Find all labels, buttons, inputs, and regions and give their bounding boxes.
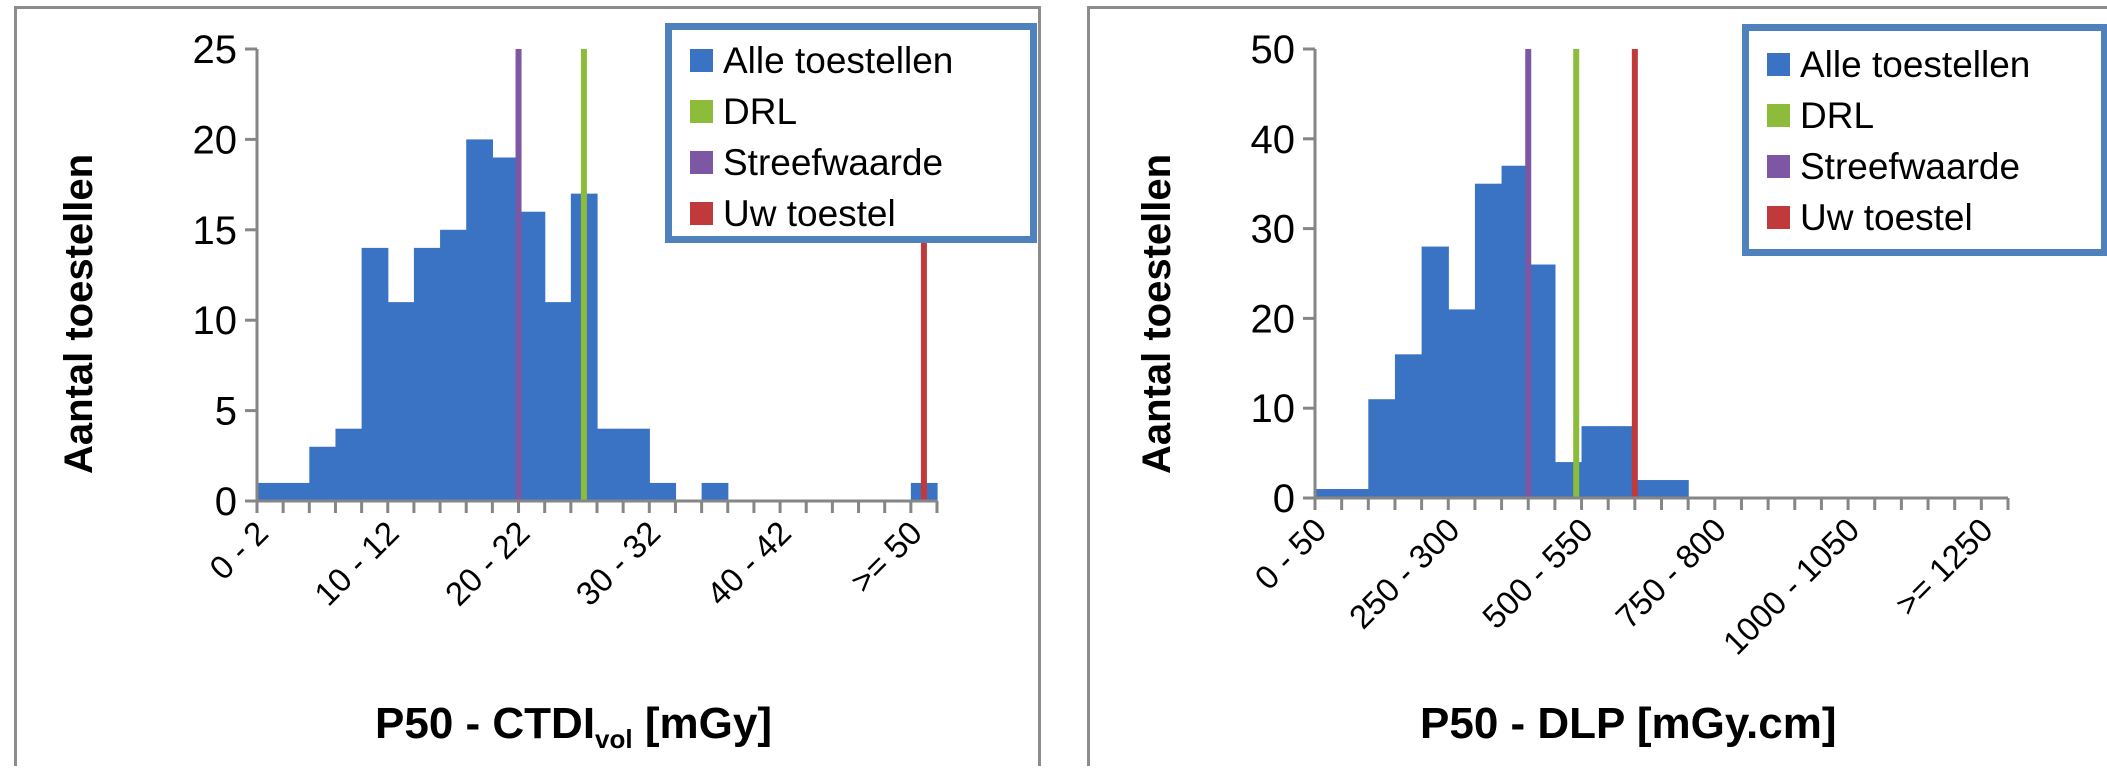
x-tick-label: >= 1250 bbox=[1888, 511, 2000, 623]
legend-item-drl: DRL bbox=[1749, 90, 2101, 141]
x-tick-label: 500 - 550 bbox=[1475, 511, 1600, 636]
histogram-bar bbox=[518, 211, 546, 501]
histogram-bar bbox=[1394, 354, 1423, 498]
histogram-bar bbox=[544, 302, 572, 501]
legend: Alle toestellen DRL Streefwaarde Uw toes… bbox=[665, 23, 1037, 243]
legend-label: DRL bbox=[1800, 94, 1875, 136]
x-tick-label: 30 - 32 bbox=[569, 514, 668, 613]
y-tick-label: 25 bbox=[193, 28, 238, 72]
legend: Alle toestellen DRL Streefwaarde Uw toes… bbox=[1742, 24, 2107, 256]
histogram-bar bbox=[1661, 480, 1689, 498]
y-axis-title: Aantal toestellen bbox=[1135, 154, 1179, 474]
y-tick-label: 0 bbox=[1273, 477, 1295, 521]
legend-swatch bbox=[690, 151, 713, 174]
legend-item-uw-toestel: Uw toestel bbox=[1749, 192, 2101, 243]
x-tick-label: 250 - 300 bbox=[1342, 511, 1467, 636]
legend-item-streefwaarde: Streefwaarde bbox=[1749, 141, 2101, 192]
histogram-bar bbox=[257, 482, 284, 501]
x-axis-title: P50 - DLP [mGy.cm] bbox=[1420, 699, 1837, 748]
y-tick-label: 30 bbox=[1251, 208, 1296, 252]
chart-panel-ctdi: 0 5 10 15 20 25 0 - 2 10 - 12 20 - 22 30 - 32 40 -… bbox=[14, 6, 1041, 766]
histogram-bar bbox=[597, 428, 624, 501]
legend-swatch bbox=[690, 202, 713, 225]
y-tick-label: 20 bbox=[193, 118, 238, 162]
x-tick-label: 10 - 12 bbox=[307, 514, 406, 613]
histogram-bar bbox=[649, 482, 677, 501]
histogram-bar bbox=[701, 482, 729, 501]
x-tick-label: 40 - 42 bbox=[699, 514, 798, 613]
histogram-bar bbox=[361, 247, 389, 501]
y-tick-label: 10 bbox=[193, 299, 238, 343]
y-tick-label: 5 bbox=[215, 390, 237, 434]
histogram-bar bbox=[1341, 489, 1369, 498]
x-tick-label: 0 - 50 bbox=[1247, 511, 1333, 597]
histogram-bar bbox=[309, 446, 337, 501]
legend-label: Alle toestellen bbox=[1800, 43, 2031, 85]
histogram-bar bbox=[1448, 309, 1476, 498]
legend-label: Uw toestel bbox=[1800, 196, 1973, 238]
histogram-bar bbox=[1501, 165, 1529, 499]
y-axis-title: Aantal toestellen bbox=[57, 154, 101, 474]
legend-swatch bbox=[1767, 206, 1790, 229]
y-tick-label: 40 bbox=[1251, 118, 1296, 162]
y-tick-label: 0 bbox=[215, 480, 237, 524]
legend-item-all: Alle toestellen bbox=[672, 35, 1030, 86]
histogram-bar bbox=[466, 139, 493, 501]
legend-item-all: Alle toestellen bbox=[1749, 39, 2101, 90]
histogram-bar bbox=[387, 302, 415, 501]
histogram-bar bbox=[1421, 246, 1449, 498]
histogram-bar bbox=[413, 247, 441, 501]
legend-swatch bbox=[690, 100, 713, 123]
histogram-bar bbox=[1368, 399, 1396, 498]
y-tick-label: 50 bbox=[1251, 28, 1296, 72]
legend-label: Streefwaarde bbox=[1800, 145, 2021, 187]
y-tick-label: 10 bbox=[1251, 387, 1296, 431]
histogram-bar bbox=[1474, 183, 1503, 498]
legend-swatch bbox=[690, 49, 713, 72]
legend-swatch bbox=[1767, 104, 1790, 127]
chart-ctdi: 0 5 10 15 20 25 0 - 2 10 - 12 20 - 22 30 - 32 40 -… bbox=[57, 28, 939, 613]
legend-label: Alle toestellen bbox=[723, 39, 954, 81]
histogram-bar bbox=[623, 428, 650, 501]
legend-label: Streefwaarde bbox=[723, 141, 944, 183]
histogram-bar bbox=[1608, 426, 1636, 498]
chart-dlp: 0 10 20 30 40 50 0 - 50 250 - 300 500 - 550 750 -… bbox=[1135, 28, 2010, 662]
histogram-bar bbox=[1634, 480, 1663, 498]
legend-swatch bbox=[1767, 53, 1790, 76]
x-tick-label: >= 50 bbox=[843, 514, 929, 600]
chart-panel-dlp: 0 10 20 30 40 50 0 - 50 250 - 300 500 - 550 750 -… bbox=[1087, 6, 2107, 766]
histogram-bar bbox=[283, 482, 310, 501]
histogram-bar bbox=[1581, 426, 1609, 498]
x-axis-title: P50 - CTDIvol [mGy] bbox=[375, 699, 772, 754]
histogram-bar bbox=[440, 229, 467, 502]
y-tick-label: 20 bbox=[1251, 297, 1296, 341]
histogram-bar bbox=[492, 157, 520, 502]
histogram-bar bbox=[1315, 489, 1343, 498]
x-tick-label: 20 - 22 bbox=[438, 514, 537, 613]
x-tick-label: 1000 - 1050 bbox=[1716, 511, 1867, 662]
histogram-bar bbox=[335, 428, 363, 501]
legend-label: Uw toestel bbox=[723, 192, 896, 234]
legend-item-drl: DRL bbox=[672, 86, 1030, 137]
legend-item-streefwaarde: Streefwaarde bbox=[672, 137, 1030, 188]
x-tick-label: 0 - 2 bbox=[202, 514, 275, 587]
y-tick-label: 15 bbox=[193, 209, 238, 253]
x-tick-label: 750 - 800 bbox=[1608, 511, 1733, 636]
legend-item-uw-toestel: Uw toestel bbox=[672, 188, 1030, 239]
legend-label: DRL bbox=[723, 90, 798, 132]
histogram-bar bbox=[1528, 264, 1556, 498]
legend-swatch bbox=[1767, 155, 1790, 178]
